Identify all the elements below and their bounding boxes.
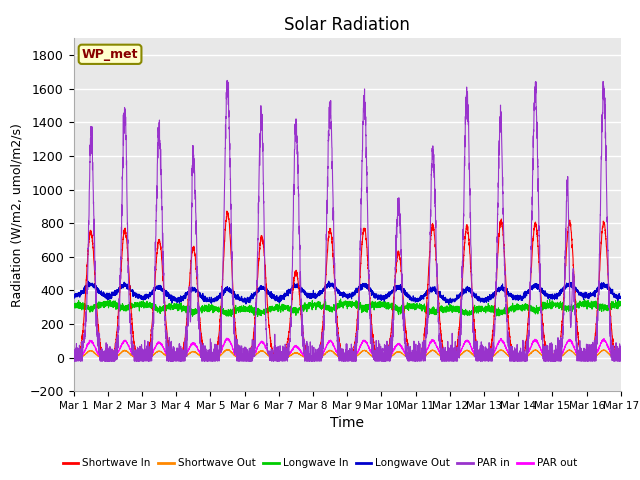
X-axis label: Time: Time [330, 417, 364, 431]
Title: Solar Radiation: Solar Radiation [284, 16, 410, 34]
Legend: Shortwave In, Shortwave Out, Longwave In, Longwave Out, PAR in, PAR out: Shortwave In, Shortwave Out, Longwave In… [58, 454, 582, 472]
Y-axis label: Radiation (W/m2, umol/m2/s): Radiation (W/m2, umol/m2/s) [11, 123, 24, 307]
Text: WP_met: WP_met [82, 48, 138, 61]
